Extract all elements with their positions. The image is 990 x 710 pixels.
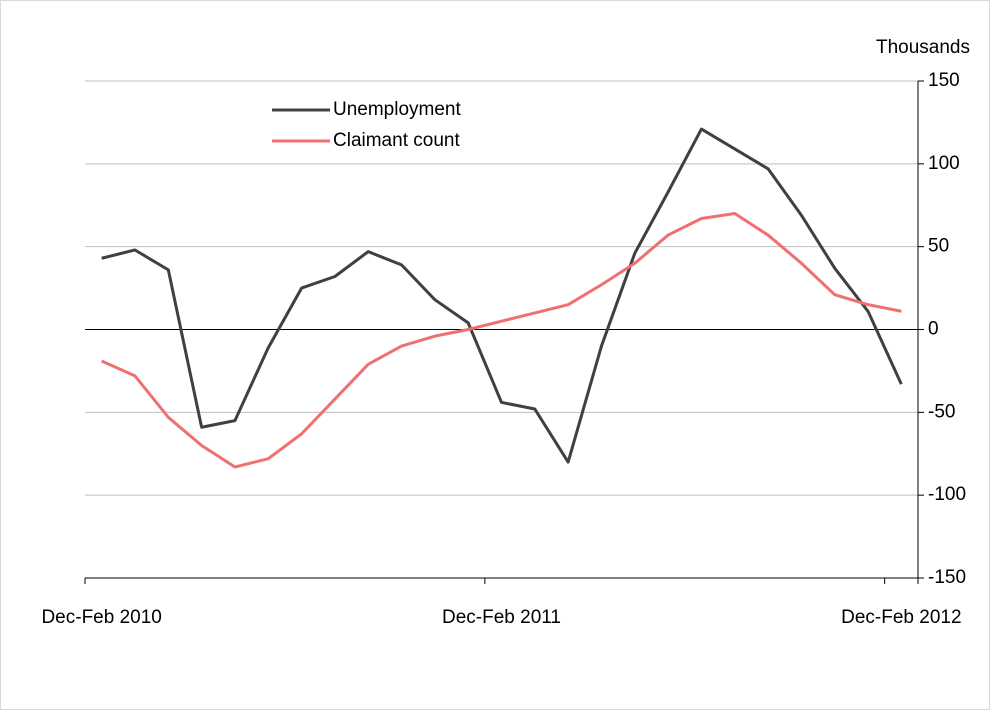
y-tick-label: 50 [928,236,949,257]
series-line [101,127,903,464]
legend-label: Claimant count [333,130,460,151]
y-tick-label: 100 [928,153,960,174]
y-tick-label: 0 [928,319,939,340]
y-axis-label: Thousands [876,37,970,58]
x-tick-label: Dec-Feb 2010 [41,607,161,628]
x-tick-label: Dec-Feb 2011 [442,607,561,628]
y-tick-label: -150 [928,567,966,588]
y-tick-label: 150 [928,70,960,91]
series-line [101,212,902,469]
legend-label: Unemployment [333,99,461,120]
y-tick-label: -50 [928,401,955,422]
y-tick-label: -100 [928,484,966,505]
x-tick-label: Dec-Feb 2012 [841,607,961,628]
